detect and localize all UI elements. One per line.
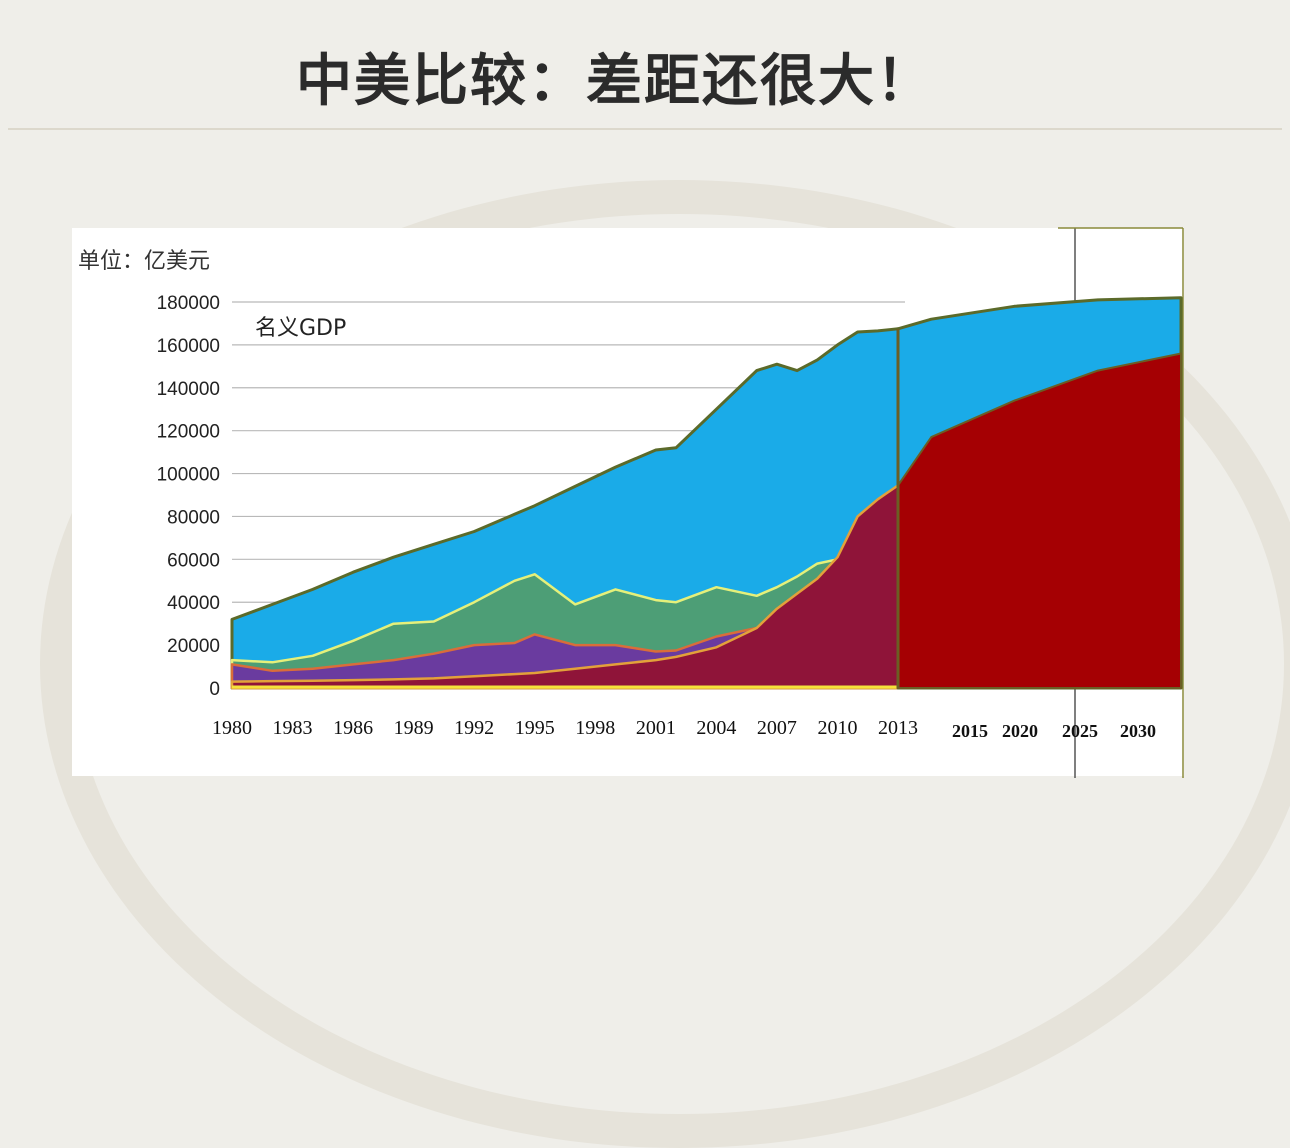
projection-tick-label: 2020 <box>1002 721 1038 741</box>
y-tick-label: 40000 <box>167 593 220 614</box>
area-series-3 <box>230 484 900 690</box>
x-tick-label: 1983 <box>273 717 313 739</box>
slide-title: 中美比较：差距还很大！ <box>296 49 934 114</box>
y-tick-label: 120000 <box>157 422 220 443</box>
gdp-area-chart: 0 20000 40000 60000 80000 100000 120000 140000 1… <box>78 227 1184 778</box>
projection-tick-label: 2025 <box>1062 721 1098 741</box>
y-tick-label: 20000 <box>167 636 220 657</box>
projection-china-area <box>897 352 1182 689</box>
y-tick-label: 140000 <box>157 379 220 400</box>
series-caption: 名义GDP <box>255 316 346 341</box>
x-tick-label: 2004 <box>696 717 736 739</box>
y-tick-label: 80000 <box>167 507 220 528</box>
y-tick-label: 60000 <box>167 550 220 571</box>
x-tick-label: 2013 <box>878 717 918 739</box>
y-tick-label: 180000 <box>157 293 220 314</box>
unit-label: 单位：亿美元 <box>78 249 210 274</box>
projection-tick-label: 2030 <box>1120 721 1156 741</box>
x-tick-label: 1995 <box>515 717 555 739</box>
x-tick-label: 1989 <box>394 717 434 739</box>
x-tick-label: 2010 <box>817 717 857 739</box>
y-tick-label: 100000 <box>157 465 220 486</box>
x-tick-label: 1986 <box>333 717 373 739</box>
x-tick-label: 1998 <box>575 717 615 739</box>
x-tick-label: 2007 <box>757 717 797 739</box>
x-tick-label: 2001 <box>636 717 676 739</box>
x-tick-label: 1992 <box>454 717 494 739</box>
projection-tick-label: 2015 <box>952 721 988 741</box>
x-tick-label: 1980 <box>212 717 252 739</box>
title-divider <box>8 128 1282 130</box>
y-tick-label: 160000 <box>157 336 220 357</box>
y-tick-label: 0 <box>209 679 220 700</box>
